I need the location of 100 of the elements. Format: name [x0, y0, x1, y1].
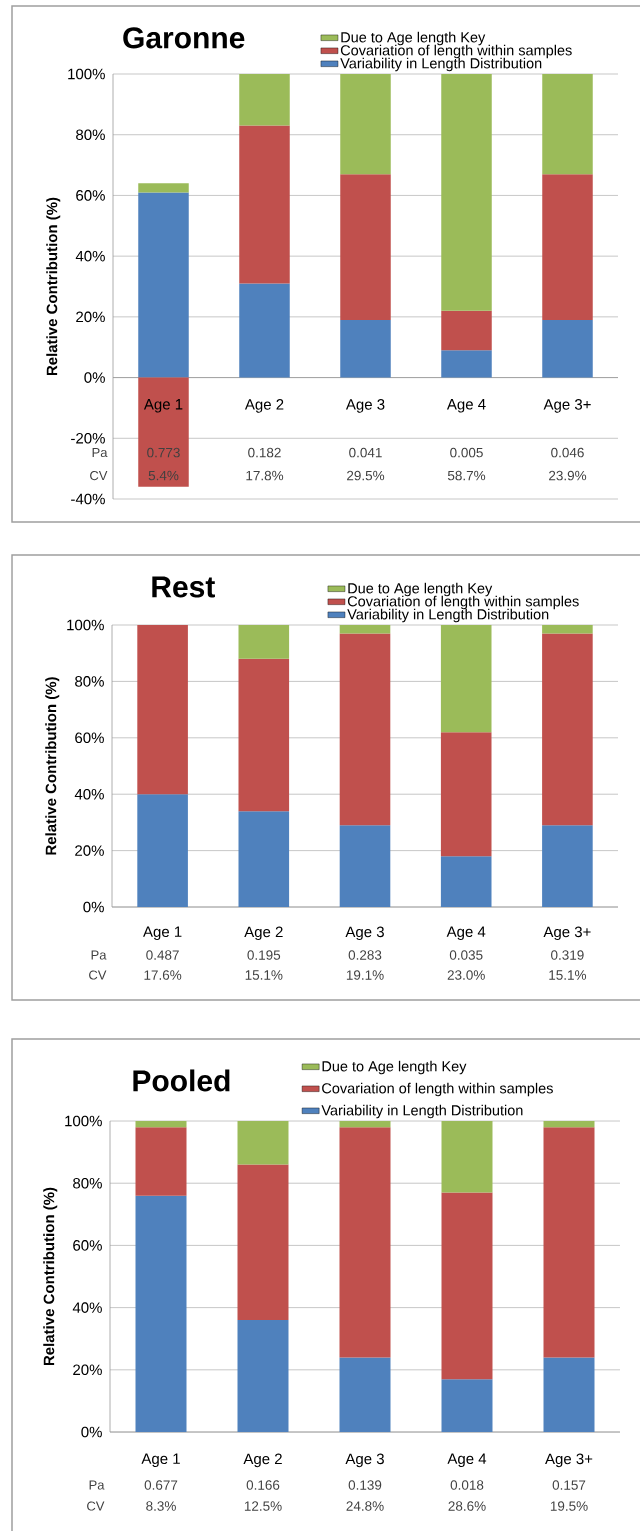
- bar: [340, 319, 391, 378]
- bar: [237, 1320, 289, 1433]
- annotation: 0.046: [551, 447, 584, 458]
- bar: [135, 1127, 187, 1196]
- annotation: 17.8%: [246, 470, 284, 481]
- text: 15.1%: [549, 970, 587, 980]
- bar: [542, 825, 593, 908]
- annotation: 5.4%: [148, 470, 179, 481]
- y-tick-label: 20%: [76, 311, 105, 323]
- x-tick-label: Age 3+: [545, 1453, 593, 1468]
- y-tick-label: 80%: [73, 1177, 102, 1189]
- x-tick-label: Age 3: [345, 1453, 384, 1468]
- y-tick-label: 60%: [76, 190, 105, 201]
- x-tick-label: Age 4: [446, 926, 486, 940]
- bar: [542, 625, 593, 634]
- bar: [340, 174, 391, 320]
- chart-title: Garonne: [123, 27, 245, 49]
- x-tick-label: Age 3: [345, 926, 384, 941]
- text: Pa: [91, 950, 107, 960]
- text: 24.8%: [346, 1501, 384, 1511]
- bar: [239, 283, 290, 378]
- bar: [441, 74, 492, 311]
- text: 17.6%: [144, 970, 182, 980]
- annotation: 0.005: [450, 447, 483, 458]
- x-tick-label: Age 3+: [543, 926, 591, 941]
- annotation: 0.182: [248, 447, 281, 458]
- text: 19.1%: [346, 970, 384, 980]
- x-tick-label: Age 2: [243, 1453, 282, 1468]
- bar: [238, 811, 290, 908]
- bar: [440, 856, 492, 908]
- bar: [137, 794, 188, 908]
- x-tick-label: Age 1: [143, 399, 183, 413]
- chart-title: Rest: [152, 576, 215, 598]
- bar: [542, 174, 593, 320]
- text: 0.195: [247, 950, 281, 960]
- legend-label: Variability in Length Distribution: [347, 608, 549, 623]
- y-tick-label: 100%: [67, 619, 104, 631]
- bar: [543, 1121, 595, 1128]
- text: CV: [90, 470, 108, 481]
- annotation: 29.5%: [347, 470, 385, 481]
- text: 0.487: [146, 950, 179, 960]
- y-tick-label: 60%: [73, 1240, 102, 1251]
- annotation: 0.041: [349, 447, 382, 458]
- y-axis-title: Relative Contribution (%): [43, 1187, 58, 1366]
- text: Pa: [89, 1480, 105, 1490]
- bar: [239, 125, 290, 284]
- y-tick-label: -20%: [71, 432, 105, 444]
- bar: [542, 633, 593, 826]
- bar: [542, 74, 593, 175]
- bar: [441, 350, 492, 378]
- y-tick-label: 40%: [75, 250, 105, 262]
- bar: [542, 319, 593, 378]
- text: 0.319: [551, 950, 584, 960]
- y-tick-label: 40%: [74, 788, 104, 800]
- legend-label: Variability in Length Distribution: [321, 1104, 523, 1119]
- y-tick-label: 0%: [83, 901, 104, 913]
- chart-title: Pooled: [133, 1069, 230, 1092]
- y-tick-label: 20%: [75, 845, 104, 856]
- bar: [135, 1121, 187, 1128]
- bar: [138, 377, 189, 487]
- bar: [138, 192, 189, 378]
- annotation: 23.9%: [549, 470, 587, 481]
- y-tick-label: 80%: [75, 676, 104, 687]
- bar: [441, 1379, 493, 1433]
- annotation: 58.7%: [447, 470, 486, 481]
- y-tick-label: 100%: [68, 68, 105, 80]
- bar: [137, 625, 188, 795]
- bar: [340, 74, 391, 175]
- bar: [339, 1357, 391, 1433]
- y-tick-label: 40%: [72, 1302, 102, 1313]
- legend-label: Variability in Length Distribution: [340, 57, 542, 72]
- text: CV: [87, 1501, 105, 1511]
- bar: [440, 732, 492, 857]
- bar: [339, 1121, 391, 1128]
- y-tick-label: 0%: [81, 1426, 102, 1438]
- bar: [339, 625, 391, 634]
- x-tick-label: Age 1: [143, 926, 182, 940]
- legend-label: Covariation of length within samples: [322, 1082, 553, 1097]
- x-tick-label: Age 2: [244, 926, 283, 941]
- text: 28.6%: [448, 1501, 486, 1511]
- bar: [441, 310, 492, 351]
- y-axis-title: Relative Contribution (%): [46, 197, 61, 376]
- bar: [543, 1127, 595, 1358]
- x-tick-label: Age 2: [244, 399, 284, 413]
- y-tick-label: 100%: [65, 1115, 102, 1127]
- y-tick-label: 80%: [76, 129, 105, 141]
- text: 23.0%: [447, 970, 485, 980]
- bar: [238, 625, 290, 659]
- bar: [237, 1121, 289, 1165]
- text: 15.1%: [245, 970, 283, 980]
- bar: [441, 1192, 493, 1380]
- bar: [441, 1121, 493, 1193]
- text: 0.139: [348, 1480, 382, 1490]
- text: 0.166: [246, 1480, 280, 1490]
- bar: [239, 74, 290, 126]
- bar: [135, 1195, 187, 1433]
- x-tick-label: Age 3+: [543, 399, 591, 413]
- y-axis-title: Relative Contribution (%): [45, 677, 60, 855]
- bar: [238, 658, 290, 812]
- x-tick-label: Age 3: [345, 399, 385, 413]
